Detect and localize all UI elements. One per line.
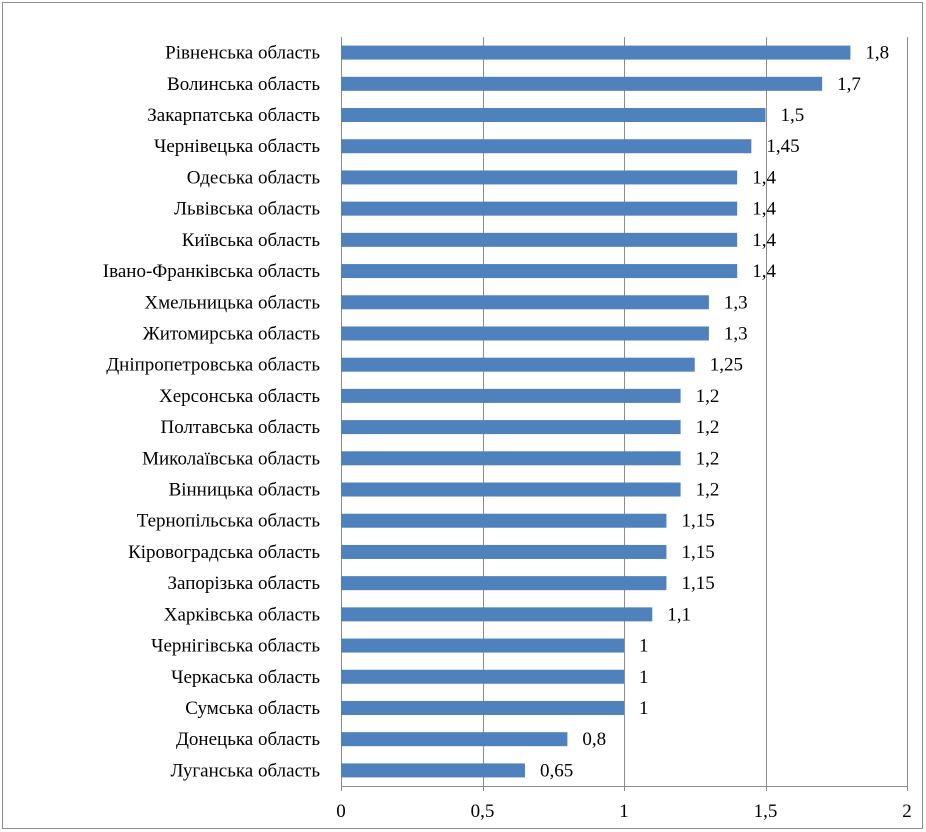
bar-9 bbox=[341, 326, 709, 341]
bar-5 bbox=[341, 201, 738, 216]
x-tick-label-0: 0 bbox=[336, 801, 346, 822]
bar-11 bbox=[341, 388, 681, 403]
bar-3 bbox=[341, 139, 752, 154]
value-label-17: 1,15 bbox=[681, 573, 714, 594]
bar-7 bbox=[341, 264, 738, 279]
category-label-8: Хмельницька область bbox=[144, 292, 320, 313]
value-label-7: 1,4 bbox=[752, 261, 776, 282]
x-tick-label-4: 2 bbox=[902, 801, 912, 822]
category-label-2: Закарпатська область bbox=[147, 105, 320, 126]
bar-20 bbox=[341, 669, 624, 684]
bar-2 bbox=[341, 108, 766, 123]
value-label-12: 1,2 bbox=[696, 417, 720, 438]
value-label-1: 1,7 bbox=[837, 74, 861, 95]
bar-19 bbox=[341, 638, 624, 653]
value-label-2: 1,5 bbox=[781, 105, 805, 126]
value-label-13: 1,2 bbox=[696, 448, 720, 469]
category-label-7: Івано-Франківська область bbox=[103, 261, 321, 282]
value-label-5: 1,4 bbox=[752, 199, 776, 220]
value-label-23: 0,65 bbox=[540, 760, 573, 781]
category-labels: Рівненська область Волинська область Закар… bbox=[103, 43, 321, 782]
value-label-3: 1,45 bbox=[766, 136, 799, 157]
bar-0 bbox=[341, 45, 851, 60]
value-label-21: 1 bbox=[639, 698, 649, 719]
category-label-20: Черкаська область bbox=[171, 667, 320, 688]
bar-1 bbox=[341, 76, 823, 91]
category-label-6: Київська область bbox=[182, 230, 321, 251]
value-label-14: 1,2 bbox=[696, 480, 720, 501]
category-label-9: Житомирська область bbox=[143, 323, 321, 344]
category-label-4: Одеська область bbox=[187, 167, 321, 188]
value-label-22: 0,8 bbox=[582, 729, 606, 750]
bar-16 bbox=[341, 544, 667, 559]
bar-13 bbox=[341, 451, 681, 466]
gridlines bbox=[341, 37, 908, 791]
bar-8 bbox=[341, 295, 709, 310]
category-label-5: Львівська область bbox=[174, 199, 320, 220]
value-label-9: 1,3 bbox=[724, 323, 748, 344]
bar-21 bbox=[341, 700, 624, 715]
value-label-19: 1 bbox=[639, 636, 649, 657]
value-label-10: 1,25 bbox=[710, 355, 743, 376]
bar-17 bbox=[341, 576, 667, 591]
bar-12 bbox=[341, 420, 681, 435]
value-label-15: 1,15 bbox=[681, 511, 714, 532]
value-label-8: 1,3 bbox=[724, 292, 748, 313]
value-label-4: 1,4 bbox=[752, 167, 776, 188]
category-label-15: Тернопільська область bbox=[137, 511, 321, 532]
category-label-21: Сумська область bbox=[185, 698, 320, 719]
category-label-12: Полтавська область bbox=[160, 417, 320, 438]
bar-18 bbox=[341, 607, 653, 622]
bars bbox=[341, 45, 851, 778]
value-label-16: 1,15 bbox=[681, 542, 714, 563]
bar-4 bbox=[341, 170, 738, 185]
bar-22 bbox=[341, 732, 568, 747]
x-tick-label-3: 1,5 bbox=[754, 801, 778, 822]
bar-14 bbox=[341, 482, 681, 497]
x-tick-label-2: 1 bbox=[619, 801, 629, 822]
category-label-17: Запорізька область bbox=[168, 573, 321, 594]
category-label-1: Волинська область bbox=[167, 74, 320, 95]
category-label-22: Донецька область bbox=[176, 729, 320, 750]
value-labels: 1,81,71,51,451,41,41,41,41,31,31,251,21,… bbox=[540, 43, 889, 782]
bar-6 bbox=[341, 232, 738, 247]
category-label-23: Луганська область bbox=[170, 760, 320, 781]
value-label-11: 1,2 bbox=[696, 386, 720, 407]
category-label-19: Чернігівська область bbox=[151, 636, 320, 657]
value-label-0: 1,8 bbox=[865, 43, 889, 64]
category-label-18: Харківська область bbox=[164, 604, 321, 625]
category-label-10: Дніпропетровська область bbox=[106, 355, 320, 376]
bar-10 bbox=[341, 357, 695, 372]
x-tick-label-1: 0,5 bbox=[471, 801, 495, 822]
bar-23 bbox=[341, 763, 525, 778]
value-label-20: 1 bbox=[639, 667, 649, 688]
value-label-18: 1,1 bbox=[667, 604, 691, 625]
category-label-16: Кіровоградська область bbox=[128, 542, 320, 563]
category-label-11: Херсонська область bbox=[159, 386, 320, 407]
x-axis-tick-labels: 0 0,5 1 1,5 2 bbox=[336, 801, 912, 822]
value-label-6: 1,4 bbox=[752, 230, 776, 251]
category-label-0: Рівненська область bbox=[165, 43, 320, 64]
bar-15 bbox=[341, 513, 667, 528]
category-label-14: Вінницька область bbox=[169, 480, 321, 501]
category-label-13: Миколаївська область bbox=[142, 448, 320, 469]
category-label-3: Чернівецька область bbox=[154, 136, 320, 157]
